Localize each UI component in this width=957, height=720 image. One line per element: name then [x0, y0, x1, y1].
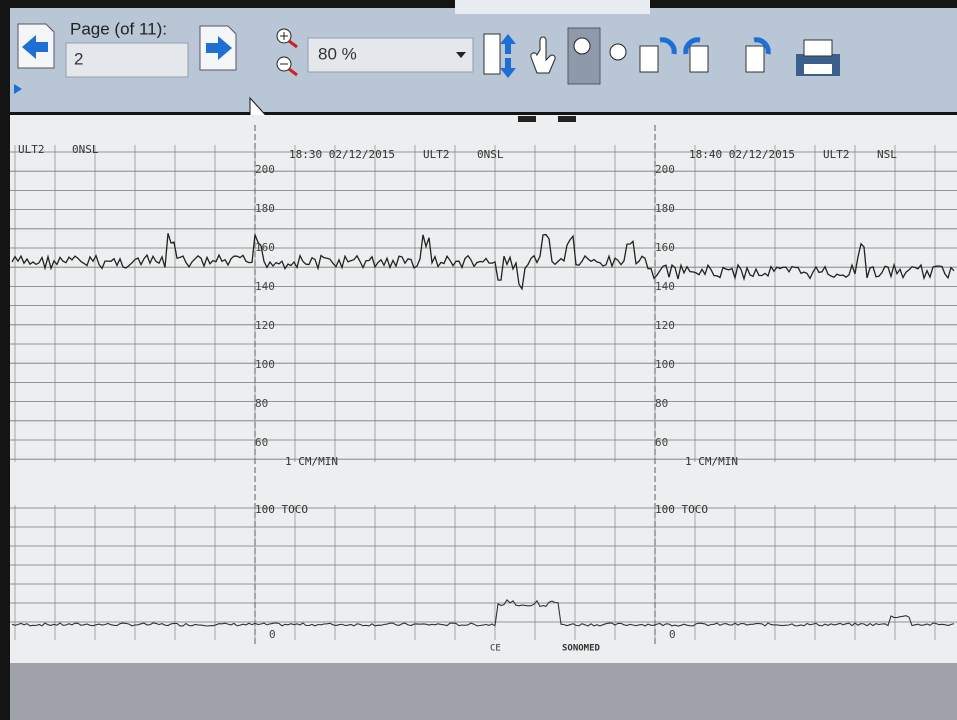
fhr-scale-label: 100 [655, 358, 675, 371]
zoom-box-icon [574, 38, 590, 54]
fhr-scale-label: 60 [255, 436, 268, 449]
panel-channel: ULT2 [823, 148, 850, 161]
page: Page (of 11): 2 80 % ULT2 0NSL 18:30 02/… [0, 0, 957, 720]
footer-brand: SONOMED [562, 644, 601, 654]
zoom-fit-tool[interactable] [610, 44, 626, 60]
fhr-scale-label: 200 [255, 163, 275, 176]
page-value: 2 [74, 49, 83, 68]
fhr-scale-label: 80 [255, 397, 268, 410]
fhr-scale-label: 180 [655, 202, 675, 215]
page-input[interactable] [66, 43, 188, 77]
fhr-scale-label: 80 [655, 397, 668, 410]
paper-speed: 1 CM/MIN [285, 455, 338, 468]
fhr-scale-label: 160 [255, 241, 275, 254]
panel-timestamp: 18:30 02/12/2015 [289, 148, 395, 161]
fhr-scale-label: 100 [255, 358, 275, 371]
viewer-background [10, 663, 957, 720]
panel-timestamp: 18:40 02/12/2015 [689, 148, 795, 161]
fhr-scale-label: 200 [655, 163, 675, 176]
prev-page-button[interactable] [18, 24, 54, 68]
fhr-scale-label: 180 [255, 202, 275, 215]
panel-mode: 0NSL [477, 148, 504, 161]
paper-mark [558, 116, 576, 122]
zoom-value: 80 % [318, 44, 357, 63]
left-mode: 0NSL [72, 143, 99, 156]
screen: Page (of 11): 2 80 % ULT2 0NSL 18:30 02/… [0, 0, 957, 720]
left-channel: ULT2 [18, 143, 45, 156]
toco-label: 100 TOCO [655, 503, 708, 516]
fhr-scale-label: 160 [655, 241, 675, 254]
footer-ce: CE [490, 644, 501, 654]
paper-speed: 1 CM/MIN [685, 455, 738, 468]
zoom-box-tool[interactable] [568, 28, 600, 84]
fhr-scale-label: 140 [655, 280, 675, 293]
toco-zero: 0 [269, 628, 276, 641]
paper-mark [518, 116, 536, 122]
tab [455, 0, 650, 14]
fhr-scale-label: 140 [255, 280, 275, 293]
next-page-button[interactable] [200, 26, 236, 70]
fhr-scale-label: 120 [255, 319, 275, 332]
page-label: Page (of 11): [70, 19, 167, 38]
panel-channel: ULT2 [423, 148, 450, 161]
toco-zero: 0 [669, 628, 676, 641]
panel-mode: NSL [877, 148, 897, 161]
fhr-scale-label: 60 [655, 436, 668, 449]
toco-label: 100 TOCO [255, 503, 308, 516]
fhr-scale-label: 120 [655, 319, 675, 332]
